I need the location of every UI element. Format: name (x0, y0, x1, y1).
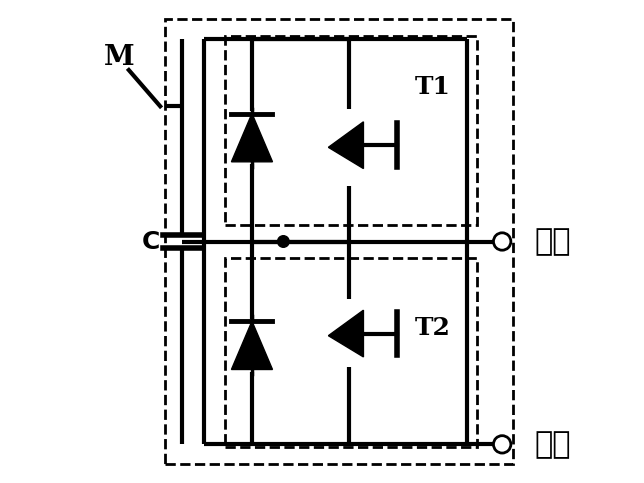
Bar (225, 36, 477, 225)
Text: 负极: 负极 (535, 430, 571, 459)
Text: T1: T1 (415, 75, 451, 99)
Text: C: C (141, 229, 160, 254)
Text: 正极: 正极 (535, 227, 571, 256)
Polygon shape (231, 114, 272, 162)
Bar (225, 258, 477, 447)
Polygon shape (328, 122, 363, 169)
Text: T2: T2 (415, 316, 451, 341)
Text: M: M (104, 44, 135, 71)
Polygon shape (328, 310, 363, 357)
Bar (165, 19, 513, 464)
Circle shape (278, 236, 289, 247)
Polygon shape (231, 321, 272, 369)
